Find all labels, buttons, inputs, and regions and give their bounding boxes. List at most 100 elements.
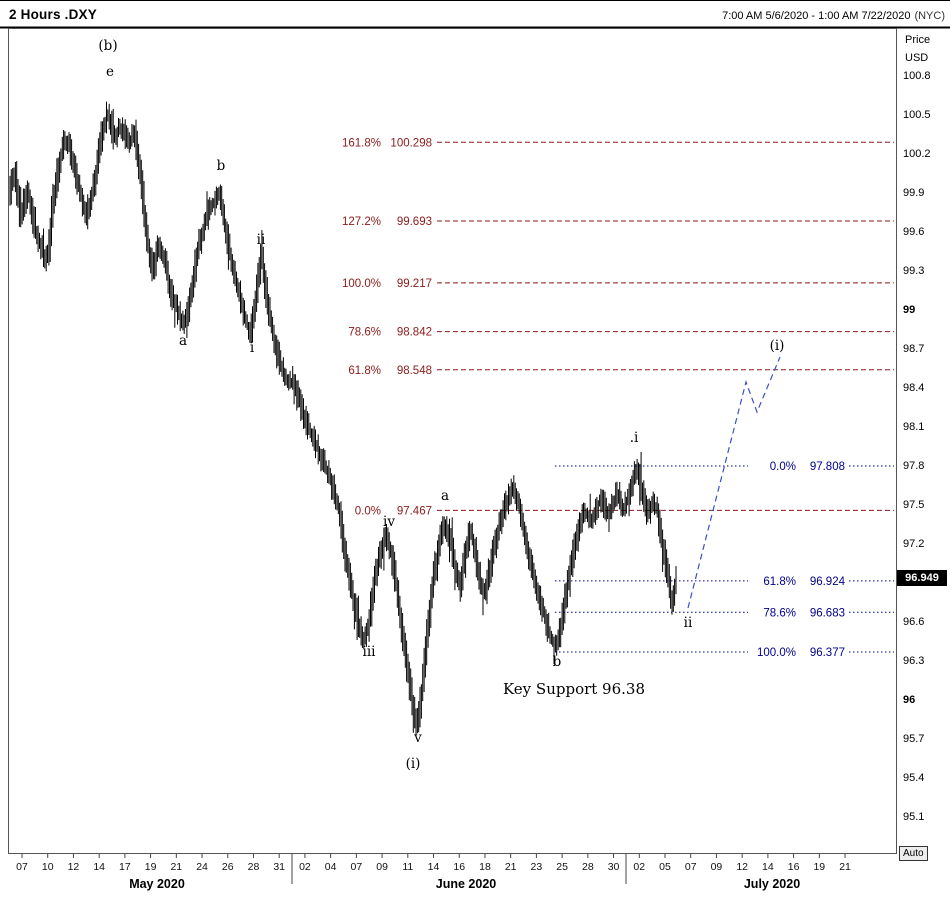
- date-tick-label: 14: [762, 861, 774, 873]
- fib-red-price-label: 98.548: [397, 365, 432, 377]
- date-tick-label: 16: [787, 861, 800, 873]
- date-tick-label: 26: [221, 861, 234, 873]
- wave-label: v: [413, 730, 422, 746]
- wave-label: a: [179, 333, 187, 349]
- date-tick-label: 14: [427, 861, 440, 873]
- price-tick-label: 96.3: [903, 655, 925, 668]
- price-axis-unit: Price USD: [905, 31, 930, 67]
- fib-blue-price-label: 97.808: [810, 461, 845, 473]
- fib-blue-pct-label: 78.6%: [763, 607, 796, 619]
- projection-line: [687, 356, 781, 609]
- month-label: June 2020: [435, 877, 497, 891]
- price-tick-label: 96: [903, 694, 916, 707]
- wave-label: iii: [363, 644, 377, 660]
- date-tick-label: 17: [119, 861, 131, 873]
- date-tick-label: 30: [607, 861, 620, 873]
- price-tick-label: 99: [903, 304, 916, 317]
- price-tick-label: 97.2: [903, 538, 925, 551]
- date-tick-label: 12: [67, 861, 80, 873]
- price-axis-unit-top: Price: [905, 34, 931, 46]
- fib-blue-price-label: 96.924: [810, 576, 846, 588]
- date-range: 7:00 AM 5/6/2020 - 1:00 AM 7/22/2020 (NYC…: [722, 10, 945, 22]
- date-tick-label: 28: [581, 861, 594, 873]
- date-tick-label: 28: [247, 861, 260, 873]
- date-tick-label: 02: [299, 861, 311, 873]
- month-label: July 2020: [743, 877, 801, 891]
- fib-red-pct-label: 0.0%: [355, 505, 381, 517]
- wave-label: (i): [770, 338, 785, 354]
- price-tick-label: 95.1: [903, 811, 925, 824]
- date-tick-label: 24: [196, 861, 208, 873]
- date-tick-label: 21: [839, 861, 851, 873]
- wave-label: ii: [257, 232, 266, 248]
- month-label: May 2020: [129, 877, 185, 891]
- date-tick-label: 09: [376, 861, 388, 873]
- date-tick-label: 21: [170, 861, 183, 873]
- price-tick-label: 95.4: [903, 772, 925, 785]
- price-tick-label: 99.3: [903, 265, 925, 278]
- price-tick-label: 98.7: [903, 343, 925, 356]
- fib-red-pct-label: 127.2%: [342, 216, 381, 228]
- timezone-label: (NYC): [914, 10, 945, 22]
- chart-title: 2 Hours .DXY: [9, 7, 97, 22]
- fib-red-price-label: 100.298: [390, 137, 432, 149]
- price-tick-label: 99.9: [903, 187, 925, 200]
- date-tick-label: 31: [273, 861, 286, 873]
- fib-blue-price-label: 96.683: [810, 607, 845, 619]
- date-tick-label: 21: [504, 861, 517, 873]
- last-price-tag: 96.949: [897, 569, 947, 586]
- date-tick-label: 02: [633, 861, 646, 873]
- fib-blue-price-label: 96.377: [810, 647, 845, 659]
- fib-blue-pct-label: 100.0%: [757, 647, 796, 659]
- window-top-border: [0, 0, 950, 1]
- wave-label: (b): [98, 38, 117, 54]
- fib-red-price-label: 98.842: [397, 327, 432, 339]
- date-tick-label: 14: [93, 861, 105, 873]
- date-tick-label: 07: [16, 861, 28, 873]
- fib-red-pct-label: 78.6%: [348, 327, 381, 339]
- wave-label: a: [441, 488, 449, 504]
- date-tick-label: 12: [736, 861, 748, 873]
- key-support-annotation: Key Support 96.38: [503, 680, 645, 698]
- auto-button[interactable]: Auto: [899, 846, 928, 861]
- wave-label: b: [217, 158, 226, 174]
- date-tick-label: 09: [710, 861, 723, 873]
- date-tick-label: 10: [41, 861, 54, 873]
- fib-blue-pct-label: 0.0%: [770, 461, 796, 473]
- wave-label: i: [250, 340, 255, 356]
- fib-red-price-label: 97.467: [397, 505, 432, 517]
- date-tick-label: 05: [659, 861, 671, 873]
- fib-red-pct-label: 161.8%: [342, 137, 381, 149]
- price-tick-label: 98.1: [903, 421, 925, 434]
- wave-label: iv: [383, 514, 395, 530]
- price-tick-label: 96.6: [903, 616, 925, 629]
- fib-red-price-label: 99.217: [397, 278, 432, 290]
- price-tick-label: 100.2: [903, 148, 931, 161]
- fib-red-price-label: 99.693: [397, 216, 432, 228]
- date-tick-label: 25: [556, 861, 568, 873]
- date-tick-label: 07: [350, 861, 363, 873]
- price-tick-label: 98.4: [903, 382, 925, 395]
- price-tick-label: 100.5: [903, 109, 931, 122]
- wave-label: e: [106, 64, 114, 80]
- fib-red-pct-label: 61.8%: [348, 365, 381, 377]
- plot-border: [8, 28, 897, 854]
- price-axis-unit-bottom: USD: [905, 52, 929, 64]
- date-range-text: 7:00 AM 5/6/2020 - 1:00 AM 7/22/2020: [722, 10, 911, 22]
- price-tick-label: 97.8: [903, 460, 925, 473]
- wave-label: b: [553, 654, 562, 670]
- wave-label: .i: [630, 430, 639, 446]
- date-tick-label: 16: [453, 861, 466, 873]
- wave-label: (i): [406, 756, 421, 772]
- price-tick-label: 95.7: [903, 733, 925, 746]
- price-tick-label: 100.8: [903, 70, 931, 83]
- price-tick-label: 99.6: [903, 226, 925, 239]
- fib-blue-pct-label: 61.8%: [763, 576, 796, 588]
- date-tick-label: 19: [813, 861, 826, 873]
- fib-red-pct-label: 100.0%: [342, 278, 381, 290]
- price-bars: [9, 101, 677, 736]
- date-tick-label: 04: [324, 861, 337, 873]
- date-tick-label: 18: [479, 861, 491, 873]
- date-tick-label: 07: [684, 861, 697, 873]
